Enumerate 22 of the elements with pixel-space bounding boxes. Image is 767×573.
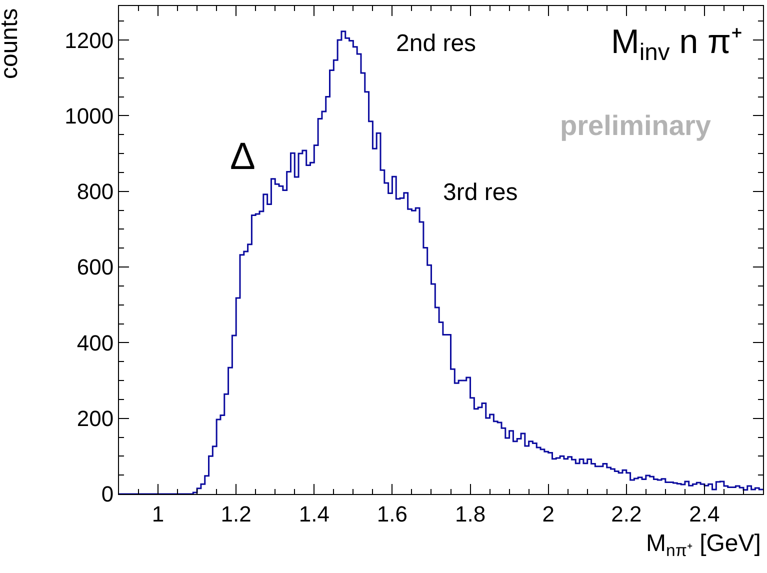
x-tick-label: 1.4 (298, 501, 330, 526)
text: M$_{inv}$ n π⁺ (611, 23, 742, 66)
annotation: Δ (230, 136, 256, 178)
x-tick-label: 1.6 (376, 501, 408, 526)
annotation: preliminary (560, 110, 712, 141)
y-tick-label: 600 (76, 254, 114, 280)
y-axis-title: counts (0, 8, 24, 80)
x-tick-label: 2.2 (611, 501, 642, 526)
y-tick-label: 0 (101, 482, 114, 507)
y-tick-label: 1200 (64, 28, 114, 53)
y-tick-label: 800 (76, 179, 114, 204)
x-tick-label: 2 (542, 501, 554, 526)
y-tick-label: 1000 (64, 103, 114, 128)
annotation: 2nd res (396, 30, 476, 57)
x-axis-title: M$_{nπ⁺}$ [GeV] (646, 530, 761, 560)
annotation: 3rd res (443, 179, 518, 206)
x-tick-label: 1 (152, 501, 164, 526)
x-tick-label: 1.8 (454, 501, 486, 526)
x-tick-label: 1.2 (220, 501, 252, 526)
y-tick-label: 400 (76, 330, 114, 356)
y-tick-label: 200 (76, 406, 114, 432)
x-tick-label: 2.4 (689, 501, 720, 526)
